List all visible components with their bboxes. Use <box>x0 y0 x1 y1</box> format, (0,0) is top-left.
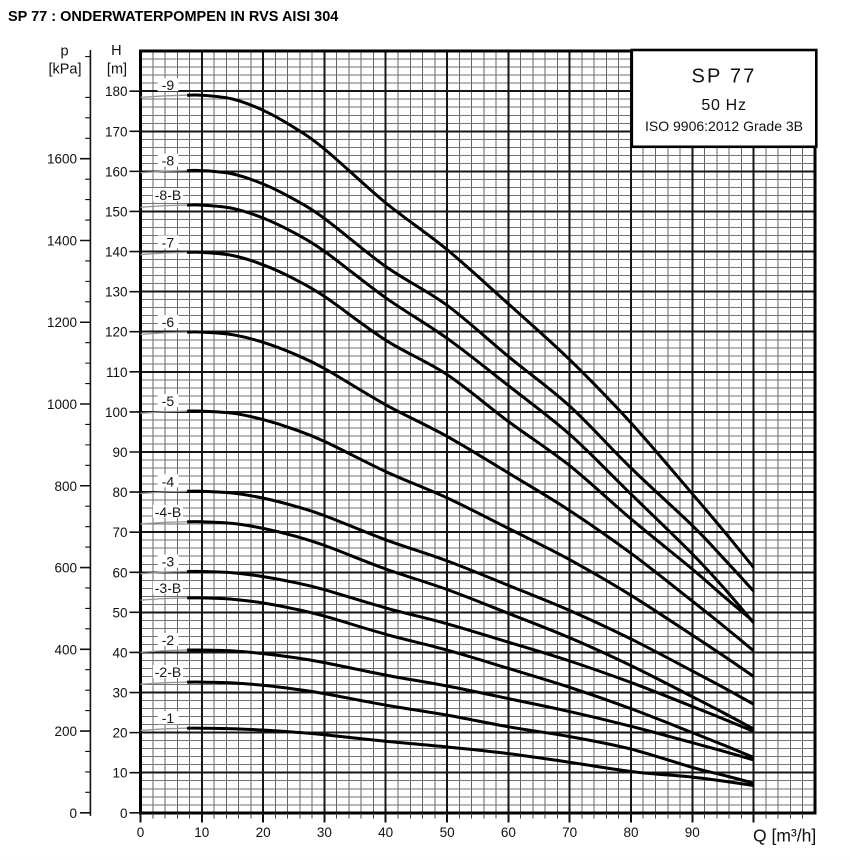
svg-text:-2: -2 <box>162 632 175 648</box>
svg-text:-3-B: -3-B <box>155 580 181 596</box>
svg-text:-4-B: -4-B <box>155 504 181 520</box>
svg-text:H: H <box>111 43 121 59</box>
svg-text:600: 600 <box>54 561 77 576</box>
svg-text:0: 0 <box>120 806 128 821</box>
svg-text:140: 140 <box>105 245 128 260</box>
svg-text:70: 70 <box>562 825 577 840</box>
svg-text:150: 150 <box>105 205 128 220</box>
svg-text:-4: -4 <box>162 473 175 489</box>
svg-text:200: 200 <box>54 724 77 739</box>
svg-text:1200: 1200 <box>47 315 77 330</box>
svg-text:1400: 1400 <box>47 234 77 249</box>
svg-text:[m]: [m] <box>107 62 127 78</box>
svg-text:-2-B: -2-B <box>155 664 181 680</box>
svg-text:80: 80 <box>623 825 638 840</box>
svg-text:40: 40 <box>112 645 127 660</box>
svg-text:400: 400 <box>54 642 77 657</box>
svg-text:180: 180 <box>105 84 128 99</box>
svg-text:130: 130 <box>105 285 128 300</box>
svg-text:100: 100 <box>105 405 128 420</box>
svg-text:-5: -5 <box>162 393 175 409</box>
svg-text:20: 20 <box>112 726 127 741</box>
svg-text:50: 50 <box>112 605 127 620</box>
svg-text:1000: 1000 <box>47 397 77 412</box>
svg-text:160: 160 <box>105 164 128 179</box>
svg-text:0: 0 <box>137 825 145 840</box>
svg-text:-8-B: -8-B <box>155 187 181 203</box>
svg-text:p: p <box>60 44 68 60</box>
svg-text:40: 40 <box>378 825 393 840</box>
svg-text:120: 120 <box>105 325 128 340</box>
svg-text:10: 10 <box>194 825 209 840</box>
svg-text:70: 70 <box>112 525 127 540</box>
svg-text:110: 110 <box>106 365 128 380</box>
svg-text:1600: 1600 <box>47 152 77 167</box>
svg-text:-3: -3 <box>162 554 175 570</box>
svg-text:-1: -1 <box>162 710 175 726</box>
svg-text:30: 30 <box>317 825 332 840</box>
svg-text:-7: -7 <box>162 234 175 250</box>
svg-text:ISO 9906:2012 Grade 3B: ISO 9906:2012 Grade 3B <box>645 118 803 134</box>
svg-text:SP 77 : ONDERWATERPOMPEN IN RV: SP 77 : ONDERWATERPOMPEN IN RVS AISI 304 <box>8 9 338 25</box>
svg-text:-9: -9 <box>162 77 175 93</box>
svg-text:80: 80 <box>112 485 127 500</box>
svg-text:90: 90 <box>685 825 700 840</box>
svg-text:30: 30 <box>112 686 127 701</box>
svg-text:50 Hz: 50 Hz <box>701 97 746 114</box>
svg-text:90: 90 <box>112 445 127 460</box>
svg-text:-6: -6 <box>162 314 175 330</box>
svg-text:0: 0 <box>69 806 77 821</box>
svg-text:50: 50 <box>440 825 455 840</box>
svg-text:20: 20 <box>256 825 271 840</box>
svg-text:SP 77: SP 77 <box>691 66 756 88</box>
svg-text:60: 60 <box>112 565 127 580</box>
svg-text:-8: -8 <box>162 153 175 169</box>
svg-text:10: 10 <box>112 766 127 781</box>
svg-text:800: 800 <box>54 479 77 494</box>
svg-text:Q [m³/h]: Q [m³/h] <box>753 825 816 845</box>
svg-text:60: 60 <box>501 825 516 840</box>
svg-text:170: 170 <box>105 124 128 139</box>
svg-text:[kPa]: [kPa] <box>48 62 81 78</box>
